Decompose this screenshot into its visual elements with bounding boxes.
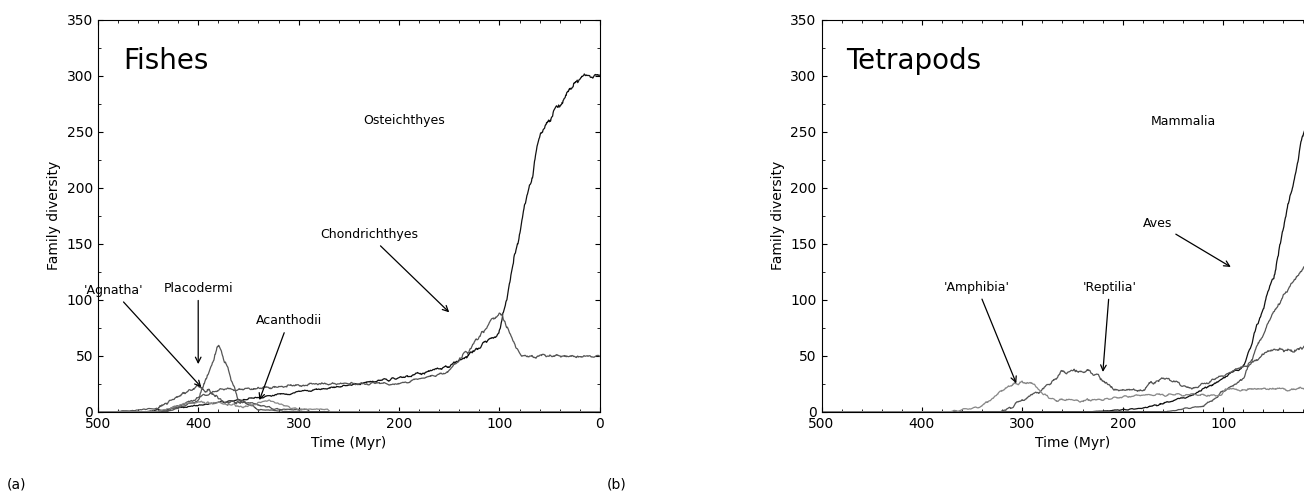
Text: Placodermi: Placodermi bbox=[163, 282, 233, 363]
Y-axis label: Family diversity: Family diversity bbox=[47, 161, 61, 270]
Text: (a): (a) bbox=[7, 477, 26, 491]
Text: 'Reptilia': 'Reptilia' bbox=[1082, 281, 1137, 371]
Text: Fishes: Fishes bbox=[123, 47, 209, 75]
Text: 'Amphibia': 'Amphibia' bbox=[944, 281, 1016, 382]
Text: Osteichthyes: Osteichthyes bbox=[364, 114, 445, 127]
Text: (b): (b) bbox=[606, 477, 626, 491]
X-axis label: Time (Myr): Time (Myr) bbox=[1035, 436, 1110, 450]
Text: Tetrapods: Tetrapods bbox=[846, 47, 982, 75]
Text: Chondrichthyes: Chondrichthyes bbox=[319, 228, 449, 311]
Text: Mammalia: Mammalia bbox=[1150, 115, 1215, 128]
Text: Acanthodii: Acanthodii bbox=[256, 314, 322, 399]
X-axis label: Time (Myr): Time (Myr) bbox=[312, 436, 386, 450]
Y-axis label: Family diversity: Family diversity bbox=[771, 161, 785, 270]
Text: Aves: Aves bbox=[1144, 217, 1230, 266]
Text: 'Agnatha': 'Agnatha' bbox=[83, 284, 201, 386]
